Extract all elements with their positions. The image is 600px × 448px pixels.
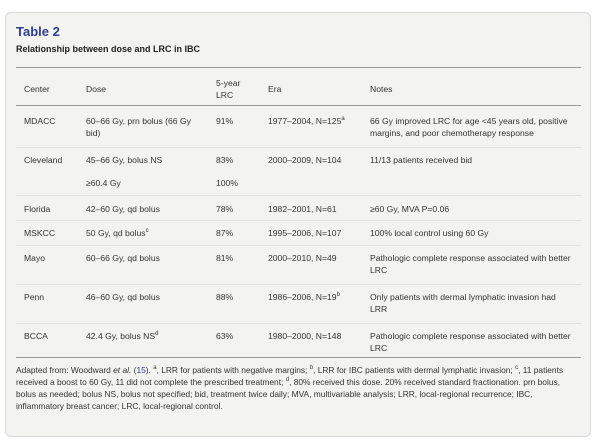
cell-era: 1982–2001, N=61 <box>268 204 337 214</box>
cell-notes: 66 Gy improved LRC for age <45 years old… <box>370 115 575 139</box>
cell-notes: ≥60 Gy, MVA P=0.06 <box>370 204 450 214</box>
cell-era: 2000–2009, N=104 <box>268 155 342 165</box>
cell-dose: 42.4 Gy, bolus NSd <box>86 330 221 342</box>
header-era: Era <box>268 84 282 94</box>
footnote-marker: b <box>336 292 340 298</box>
header-notes: Notes <box>370 84 393 94</box>
cell-era: 1980–2000, N=148 <box>268 331 342 341</box>
row-separator <box>16 245 581 246</box>
cell-dose-text: 42.4 Gy, bolus NS <box>86 331 156 341</box>
cell-notes-line2: LRC <box>370 343 388 353</box>
cell-notes: Pathologic complete response associated … <box>370 252 575 276</box>
footnote-marker: a <box>153 365 157 371</box>
cell-notes-line1: Only patients with dermal lymphatic inva… <box>370 292 556 302</box>
cell-era-text: 1977–2004, N=125 <box>268 116 342 126</box>
cell-notes: Pathologic complete response associated … <box>370 330 575 354</box>
row-separator <box>16 220 581 221</box>
footnote-marker: c <box>145 228 149 234</box>
cell-lrc: 81% <box>216 253 234 263</box>
header-dose: Dose <box>86 84 107 94</box>
cell-center: Cleveland <box>24 155 63 165</box>
cell-dose-text: 50 Gy, qd bolus <box>86 228 146 238</box>
header-lrc-line2: LRC <box>216 90 234 100</box>
table-footnote: Adapted from: Woodward et al. (15). a, L… <box>16 364 578 412</box>
footnote-marker: c <box>515 365 519 371</box>
cell-notes-line2: LRC <box>370 265 388 275</box>
table-bottom-rule <box>16 357 581 358</box>
header-bottom-rule <box>16 105 581 106</box>
footnote-adapted: Adapted from: Woodward <box>16 365 111 375</box>
header-lrc-line1: 5-year <box>216 78 241 88</box>
footnote-text: , 11 patients received a boost to 60 Gy,… <box>16 365 564 387</box>
footnote-marker: d <box>155 331 159 337</box>
cell-center: BCCA <box>24 331 48 341</box>
cell-lrc: 88% <box>216 292 234 302</box>
table-title: Table 2 <box>16 24 60 39</box>
cell-center: MSKCC <box>24 228 56 238</box>
header-lrc: 5-year LRC <box>216 77 266 101</box>
footnote-text: , LRR for patients with negative margins… <box>156 365 310 375</box>
cell-dose: 60–66 Gy, qd bolus <box>86 253 160 263</box>
cell-notes: 11/13 patients received bid <box>370 155 473 165</box>
footnote-marker: b <box>309 365 314 371</box>
cell-era: 2000–2010, N=49 <box>268 253 337 263</box>
cell-center: MDACC <box>24 116 56 126</box>
cell-center: Florida <box>24 204 51 214</box>
cell-notes-line1: Pathologic complete response associated … <box>370 253 571 263</box>
cell-lrc: 100% <box>216 178 238 188</box>
cell-dose: 46–60 Gy, qd bolus <box>86 292 160 302</box>
footnote-paren: ). <box>145 365 154 375</box>
cell-dose: 45–66 Gy, bolus NS <box>86 155 163 165</box>
cell-dose: ≥60.4 Gy <box>86 178 121 188</box>
table-caption: Relationship between dose and LRC in IBC <box>16 44 201 54</box>
cell-dose-line2: bid) <box>86 128 101 138</box>
cell-era: 1995–2006, N=107 <box>268 228 342 238</box>
cell-notes: 100% local control using 60 Gy <box>370 228 489 238</box>
cell-notes-line1: 66 Gy improved LRC for age <45 years old… <box>370 116 568 126</box>
cell-era-text: 1986–2006, N=19 <box>268 292 337 302</box>
cell-center: Penn <box>24 292 45 302</box>
cell-dose: 42–60 Gy, qd bolus <box>86 204 160 214</box>
cell-lrc: 87% <box>216 228 234 238</box>
footnote-marker: d <box>285 377 290 383</box>
cell-notes-line1: Pathologic complete response associated … <box>370 331 571 341</box>
row-separator <box>16 147 581 148</box>
cell-era: 1986–2006, N=19b <box>268 291 368 303</box>
reference-link[interactable]: 15 <box>136 365 146 375</box>
cell-center: Mayo <box>24 253 46 263</box>
cell-notes: Only patients with dermal lymphatic inva… <box>370 291 575 315</box>
table-panel: Table 2 Relationship between dose and LR… <box>5 12 591 437</box>
cell-dose-line1: 60–66 Gy, prn bolus (66 Gy <box>86 116 191 126</box>
cell-notes-line2: LRR <box>370 304 388 314</box>
cell-dose: 50 Gy, qd bolusc <box>86 227 221 239</box>
footnote-text: , 80% received this dose. 20% received s… <box>16 377 560 411</box>
header-center: Center <box>24 84 50 94</box>
cell-lrc: 63% <box>216 331 234 341</box>
footnote-text: , LRR for IBC patients with dermal lymph… <box>313 365 516 375</box>
cell-dose: 60–66 Gy, prn bolus (66 Gy bid) <box>86 115 221 139</box>
row-separator <box>16 284 581 285</box>
cell-lrc: 78% <box>216 204 234 214</box>
row-separator <box>16 195 581 196</box>
footnote-marker: a <box>341 116 345 122</box>
footnote-paren: ( <box>131 365 137 375</box>
cell-lrc: 91% <box>216 116 234 126</box>
cell-lrc: 83% <box>216 155 234 165</box>
cell-era: 1977–2004, N=125a <box>268 115 368 127</box>
row-separator <box>16 323 581 324</box>
footnote-etal: et al. <box>113 365 132 375</box>
cell-notes-line2: margins, and poor chemotherapy response <box>370 128 534 138</box>
header-top-rule <box>16 67 581 68</box>
